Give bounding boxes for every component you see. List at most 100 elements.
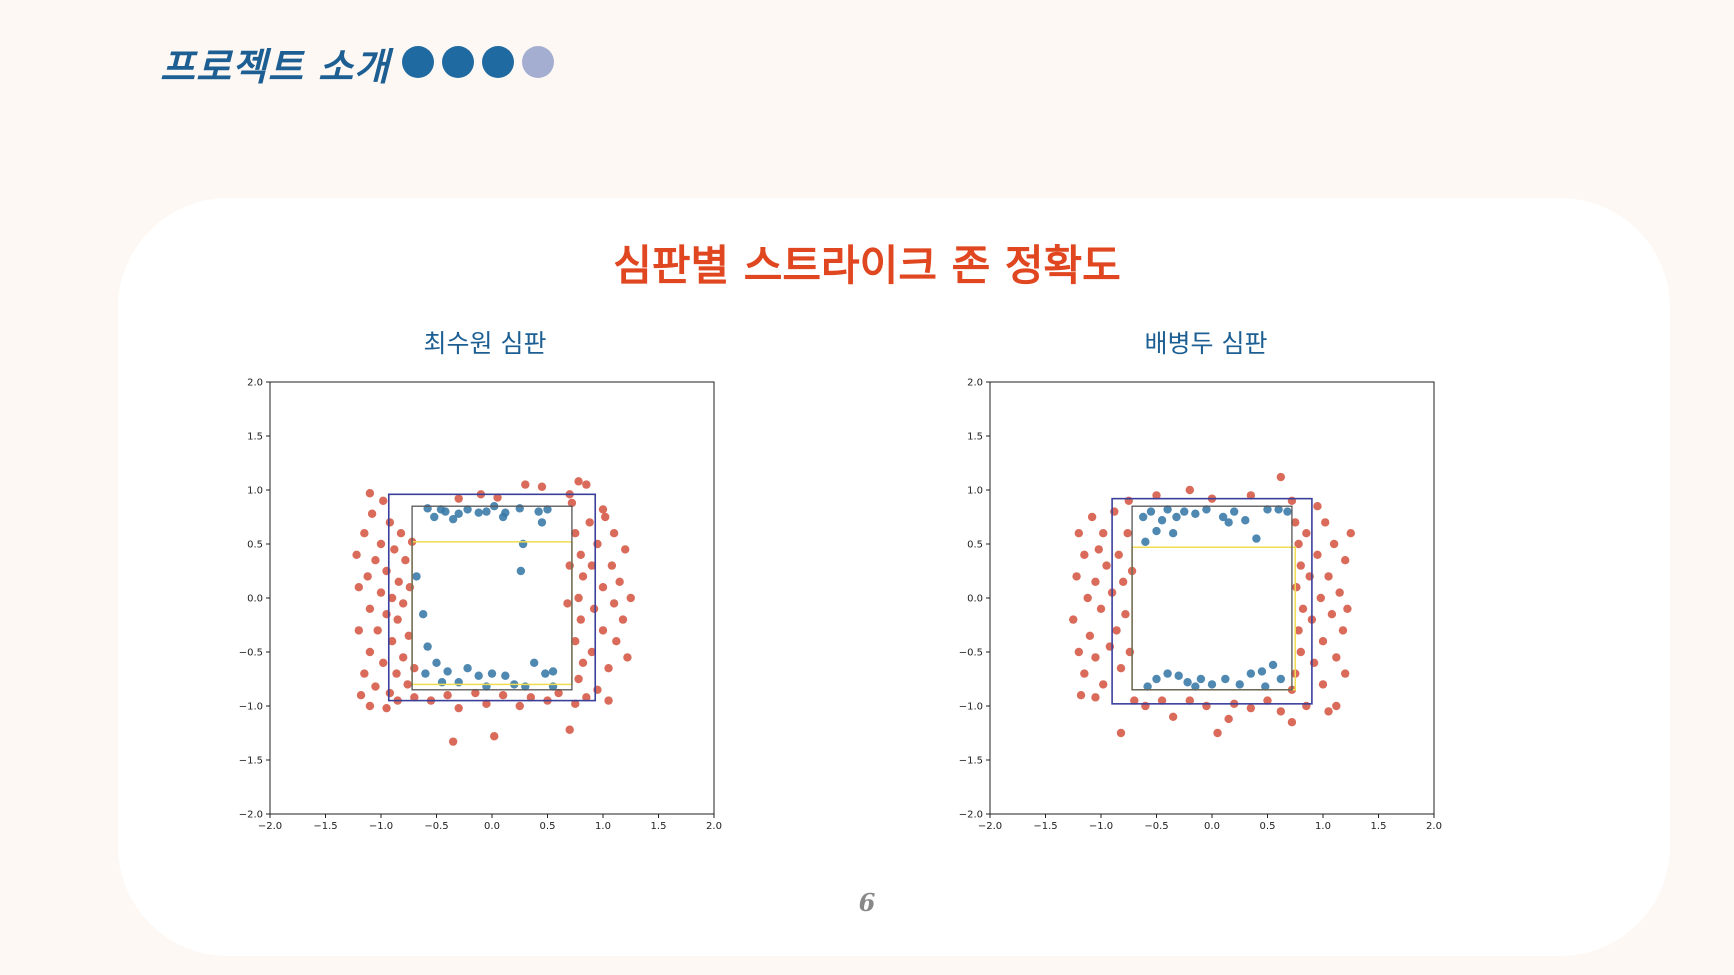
ball-point: [626, 593, 635, 603]
strike-point: [1143, 682, 1152, 691]
ball-point: [1099, 529, 1108, 538]
progress-dot: [442, 46, 474, 78]
y-tick-label: 0.5: [247, 540, 263, 551]
ball-point: [521, 480, 530, 489]
ball-point: [1157, 696, 1167, 705]
page-number: 6: [858, 888, 876, 917]
strike-point: [487, 669, 497, 678]
outer-strike-zone: [387, 493, 597, 702]
ball-point: [1080, 550, 1089, 559]
ball-point: [399, 599, 408, 608]
x-tick-label: 1.5: [651, 821, 667, 832]
ball-point: [1338, 626, 1348, 635]
strike-point: [421, 669, 430, 678]
y-tick-label: −1.0: [959, 702, 983, 713]
ball-point: [1091, 653, 1100, 662]
progress-dot: [522, 46, 554, 78]
ball-point: [1302, 529, 1311, 538]
inner-strike-zone: [1131, 505, 1293, 691]
ball-point: [454, 494, 463, 503]
ball-point: [1346, 529, 1355, 538]
strike-point: [463, 505, 472, 514]
x-tick-label: −2.0: [258, 821, 282, 832]
ball-point: [1313, 550, 1322, 559]
ball-point: [1112, 626, 1121, 635]
plot-area: [269, 381, 715, 815]
ball-point: [401, 556, 410, 565]
progress-dot: [482, 46, 514, 78]
outer-strike-zone: [1111, 497, 1313, 705]
x-tick-label: 0.5: [540, 821, 556, 832]
slide-title: 심판별 스트라이크 존 정확도: [613, 241, 1121, 290]
ball-point: [1318, 637, 1328, 646]
strike-point: [1230, 507, 1239, 516]
strike-point: [423, 504, 432, 513]
ball-point: [1329, 539, 1339, 549]
ball-point: [1287, 718, 1297, 727]
strike-point: [1168, 529, 1178, 538]
strike-point: [1191, 682, 1200, 691]
y-tick-label: 2.0: [967, 378, 983, 389]
strike-point: [432, 658, 441, 667]
ball-point: [1080, 669, 1089, 678]
ball-point: [574, 674, 583, 684]
ball-point: [1114, 550, 1123, 559]
scatter-chart-left: −2.0 −1.5 −1.0 −0.5 0.0 0.5 1.0 1.5 2.0 −2.0 −1.5 −…: [239, 378, 722, 833]
ball-point: [365, 647, 375, 657]
ball-point: [1296, 561, 1305, 570]
strike-point: [548, 667, 558, 676]
ball-point: [598, 583, 608, 592]
ball-point: [360, 529, 369, 538]
strike-point: [1196, 674, 1206, 684]
ball-point: [604, 696, 613, 705]
strike-point: [1180, 507, 1189, 516]
ball-point: [609, 599, 619, 608]
ball-point: [354, 583, 363, 592]
ball-point: [379, 658, 388, 667]
y-tick-label: 2.0: [247, 378, 263, 389]
ball-point: [1276, 472, 1286, 482]
y-tick-label: 0.5: [967, 540, 983, 551]
ball-point: [1121, 610, 1130, 619]
strike-point: [501, 671, 510, 680]
ball-point: [1087, 512, 1097, 522]
ball-point: [1213, 728, 1222, 738]
ball-point: [1116, 728, 1126, 738]
strike-point: [1202, 505, 1211, 514]
strike-point: [1152, 674, 1161, 684]
ball-point: [1291, 518, 1300, 527]
ball-point: [404, 631, 413, 640]
strike-point: [454, 678, 463, 687]
ball-point: [1072, 572, 1081, 581]
ball-point: [365, 489, 375, 498]
plot-area: [989, 381, 1435, 815]
strike-point: [1218, 512, 1228, 522]
ball-point: [1332, 701, 1341, 711]
strike-point: [543, 505, 552, 514]
ball-point: [352, 550, 361, 559]
ball-point: [1324, 707, 1333, 716]
ball-point: [1096, 604, 1106, 613]
ball-point: [1276, 707, 1286, 716]
ball-point: [1321, 518, 1330, 527]
strike-point: [1163, 505, 1172, 514]
strike-point: [1283, 507, 1292, 516]
strike-point: [423, 642, 432, 651]
ball-point: [1168, 712, 1178, 721]
ball-point: [394, 577, 403, 586]
ball-point: [403, 680, 412, 689]
ball-point: [574, 593, 583, 603]
ball-point: [482, 699, 491, 709]
header-progress-dots: [402, 46, 554, 78]
ball-point: [396, 529, 406, 538]
x-tick-label: 0.0: [484, 821, 500, 832]
strike-point: [463, 664, 472, 673]
ball-point: [454, 703, 463, 713]
y-tick-label: −2.0: [239, 810, 263, 821]
ball-point: [1119, 577, 1128, 586]
x-tick-label: 1.0: [1315, 821, 1331, 832]
ball-point: [563, 599, 572, 608]
header-title: 프로젝트 소개: [160, 45, 390, 89]
strike-point: [1163, 669, 1172, 678]
ball-point: [373, 626, 382, 635]
